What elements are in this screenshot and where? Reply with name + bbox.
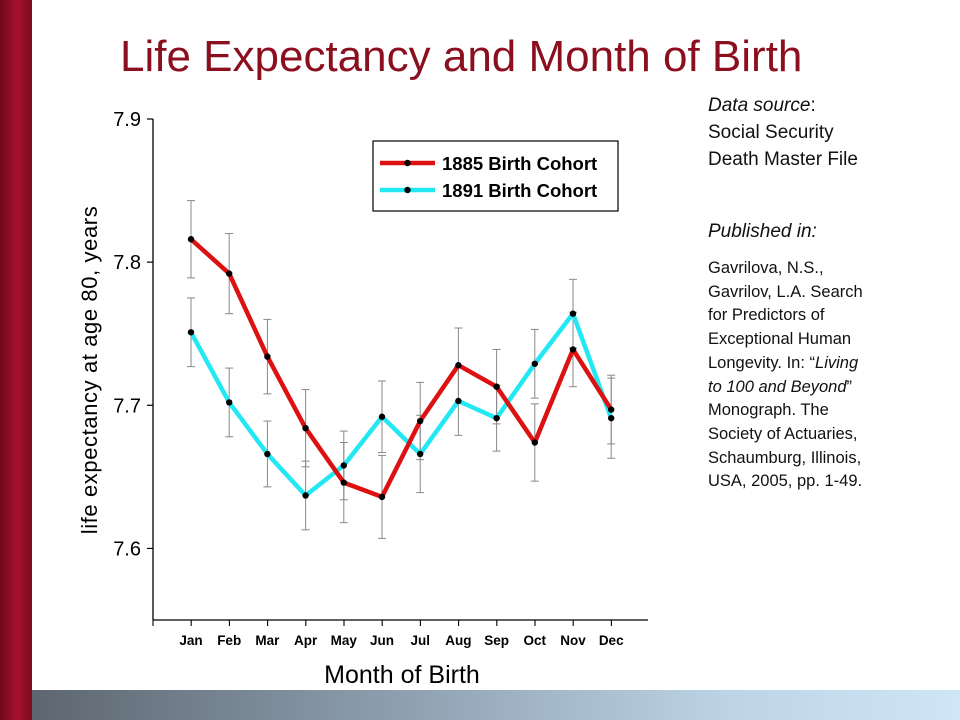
marker-1885-Oct (531, 439, 538, 446)
citation-line-1: Gavrilova, N.S., (708, 259, 824, 277)
citation-line-9: Schaumburg, Illinois, (708, 448, 862, 467)
marker-1891-Apr (302, 492, 309, 499)
series-line-1891 (189, 311, 614, 498)
series-lines (189, 237, 614, 500)
marker-1885-Feb (226, 270, 233, 277)
x-tick-label-Nov: Nov (560, 633, 586, 648)
citation-line-8: Society of Actuaries, (708, 424, 858, 443)
marker-1885-Sep (493, 383, 500, 390)
chart-axes: 7.6 7.7 7.8 7.9 Jan Feb Mar Apr May Jun Jul Aug Sep O… (113, 109, 648, 648)
marker-1885-Aug (455, 362, 462, 369)
marker-1891-Jun (378, 413, 386, 420)
marker-1891-Mar (264, 450, 271, 458)
citation-line-7: Monograph. The (708, 401, 829, 420)
y-tick-label-7.7: 7.7 (113, 395, 141, 417)
x-tick-label-Aug: Aug (445, 633, 471, 648)
data-source-label: Data source (708, 95, 811, 116)
marker-1891-Jan (187, 329, 195, 336)
marker-1885-Jun (378, 493, 386, 501)
data-source-line-2: Death Master File (708, 149, 858, 170)
x-tick-label-May: May (331, 633, 358, 648)
marker-1891-Nov (569, 310, 577, 317)
x-axis-label: Month of Birth (324, 661, 480, 689)
published-in-label: Published in: (708, 221, 817, 242)
x-tick-label-Sep: Sep (484, 633, 509, 648)
bottom-accent-bar (32, 690, 960, 720)
data-source-line-1: Social Security (708, 122, 834, 143)
marker-1891-Sep (493, 414, 500, 422)
citation-line-5a: Longevity. In: “ (708, 353, 816, 372)
x-tick-label-Mar: Mar (255, 633, 280, 648)
marker-1885-Nov (569, 346, 577, 353)
x-tick-label-Dec: Dec (599, 633, 624, 648)
legend-marker-1891 (404, 186, 411, 194)
error-bars (187, 200, 616, 539)
citation-line-6a: to 100 and Beyond (708, 377, 847, 396)
legend-label-1891: 1891 Birth Cohort (442, 180, 597, 201)
citation-line-3: for Predictors of (708, 306, 825, 325)
marker-1891-Dec (608, 414, 615, 422)
citation-line-5b: Living (815, 353, 859, 372)
legend-box (372, 140, 619, 212)
legend-marker-1885 (404, 159, 411, 167)
x-tick-label-Jan: Jan (179, 633, 202, 648)
x-tick-label-Apr: Apr (294, 633, 318, 648)
legend-label-1885: 1885 Birth Cohort (442, 153, 597, 174)
slide-title: Life Expectancy and Month of Birth (120, 32, 803, 81)
marker-1885-May (340, 479, 347, 486)
marker-1885-Jan (187, 236, 195, 243)
marker-1885-Mar (264, 353, 271, 360)
data-markers (187, 236, 615, 501)
citation-line-6b: ” (846, 377, 853, 396)
citation-line-2: Gavrilov, L.A. Search (708, 282, 863, 301)
y-axis-label: life expectancy at age 80, years (77, 206, 102, 535)
marker-1891-May (340, 462, 347, 469)
left-accent-bar (0, 0, 32, 720)
x-tick-label-Jun: Jun (370, 633, 394, 648)
marker-1891-Feb (226, 399, 233, 406)
citation-line-10: USA, 2005, pp. 1-49. (708, 472, 863, 491)
marker-1885-Jul (417, 417, 424, 425)
citation: Gavrilova, N.S., Gavrilov, L.A. Search f… (708, 257, 918, 494)
y-tick-label-7.8: 7.8 (113, 252, 141, 274)
citation-line-4: Exceptional Human (708, 330, 852, 349)
data-source-colon: : (810, 95, 816, 116)
y-tick-label-7.6: 7.6 (113, 538, 141, 560)
source-sidebar: Data source: Social Security Death Maste… (708, 92, 918, 494)
marker-1885-Apr (302, 424, 309, 432)
chart-legend: 1885 Birth Cohort 1891 Birth Cohort (372, 140, 619, 212)
x-tick-label-Jul: Jul (410, 633, 430, 648)
data-source-block: Data source: Social Security Death Maste… (708, 92, 918, 173)
marker-1891-Oct (531, 360, 538, 367)
marker-1891-Aug (455, 397, 462, 405)
x-tick-label-Feb: Feb (217, 633, 241, 648)
y-tick-label-7.9: 7.9 (113, 109, 141, 131)
marker-1891-Jul (417, 450, 424, 458)
x-tick-label-Oct: Oct (524, 633, 547, 648)
series-line-1885 (189, 237, 614, 500)
marker-1885-Dec (608, 406, 615, 413)
